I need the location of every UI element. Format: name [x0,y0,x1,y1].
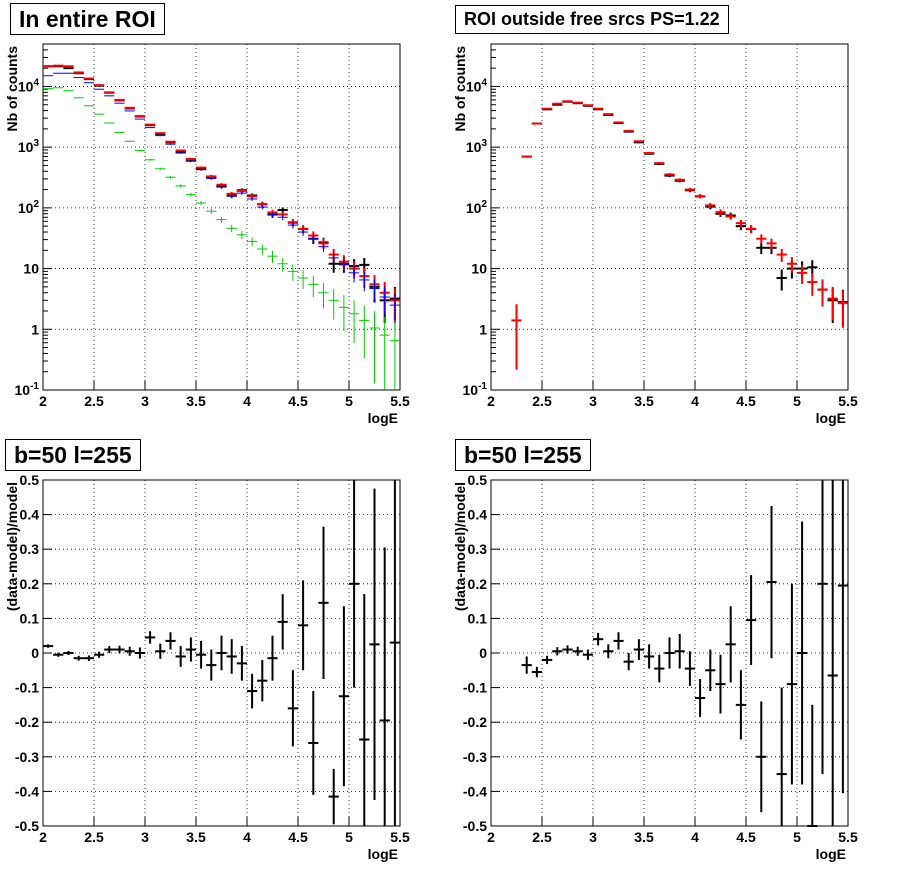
y-tick-label: 10-1 [15,381,40,398]
y-tick-label: 10 [471,261,487,277]
chart-title: In entire ROI [10,3,165,35]
x-tick-label: 5.5 [838,393,858,409]
y-tick-label: 10-1 [463,381,488,398]
chart-title: ROI outside free srcs PS=1.22 [455,5,729,34]
y-tick-label: 0.1 [20,610,40,626]
x-tick-label: 2 [39,829,47,845]
y-tick-label: 0.5 [20,472,40,488]
x-axis-label: logE [368,410,398,426]
x-tick-label: 5 [793,393,801,409]
x-tick-label: 2.5 [84,829,104,845]
y-tick-label: 0 [479,645,487,661]
y-tick-label: -0.2 [463,714,487,730]
x-tick-label: 4.5 [288,829,308,845]
y-tick-label: -0.5 [15,818,39,834]
x-tick-label: 5 [793,829,801,845]
x-tick-label: 2 [487,393,495,409]
x-tick-label: 4.5 [736,393,756,409]
x-tick-label: 4 [243,829,251,845]
x-axis-label: logE [368,846,398,862]
x-axis-label: logE [816,410,846,426]
y-tick-label: 104 [18,77,40,94]
y-tick-label: 0.3 [20,541,40,557]
x-tick-label: 2.5 [532,393,552,409]
y-tick-label: 0.2 [468,576,488,592]
y-axis-label: (data-model)/model [4,482,20,611]
y-tick-label: -0.1 [463,680,487,696]
y-tick-label: 103 [18,138,40,155]
y-tick-label: -0.1 [15,680,39,696]
x-tick-label: 4 [243,393,251,409]
chart-title: b=50 l=255 [455,439,591,471]
y-tick-label: 102 [18,199,40,216]
x-tick-label: 3.5 [634,393,654,409]
x-tick-label: 3.5 [634,829,654,845]
y-tick-label: 0.4 [20,507,40,523]
x-tick-label: 2.5 [84,393,104,409]
x-axis-label: logE [816,846,846,862]
y-tick-label: -0.4 [15,783,39,799]
x-tick-label: 5.5 [390,829,410,845]
y-tick-label: 0.2 [20,576,40,592]
y-tick-label: 10 [23,261,39,277]
chart-title: b=50 l=255 [5,439,141,471]
y-tick-label: -0.5 [463,818,487,834]
y-tick-label: 0.3 [468,541,488,557]
x-tick-label: 5.5 [390,393,410,409]
y-tick-label: -0.2 [15,714,39,730]
x-tick-label: 3.5 [186,829,206,845]
x-tick-label: 3.5 [186,393,206,409]
y-tick-label: -0.4 [463,783,487,799]
y-tick-label: 103 [466,138,488,155]
x-tick-label: 5.5 [838,829,858,845]
y-tick-label: -0.3 [15,749,39,765]
y-axis-label: (data-model)/model [452,482,468,611]
y-tick-label: 104 [466,77,488,94]
plot-frame [490,43,849,391]
y-tick-label: 0.1 [468,610,488,626]
y-tick-label: 0.5 [468,472,488,488]
x-tick-label: 3 [141,393,149,409]
x-tick-label: 4 [691,829,699,845]
y-tick-label: 1 [31,321,39,337]
y-tick-label: 0 [31,645,39,661]
x-tick-label: 4.5 [288,393,308,409]
x-tick-label: 3 [589,829,597,845]
x-tick-label: 2 [487,829,495,845]
x-tick-label: 5 [345,829,353,845]
y-tick-label: 1 [479,321,487,337]
x-tick-label: 4.5 [736,829,756,845]
x-tick-label: 3 [141,829,149,845]
x-tick-label: 2 [39,393,47,409]
y-tick-label: 102 [466,199,488,216]
y-tick-label: -0.3 [463,749,487,765]
y-axis-label: Nb of counts [4,46,20,132]
y-tick-label: 0.4 [468,507,488,523]
y-axis-label: Nb of counts [452,46,468,132]
x-tick-label: 3 [589,393,597,409]
x-tick-label: 2.5 [532,829,552,845]
x-tick-label: 5 [345,393,353,409]
x-tick-label: 4 [691,393,699,409]
